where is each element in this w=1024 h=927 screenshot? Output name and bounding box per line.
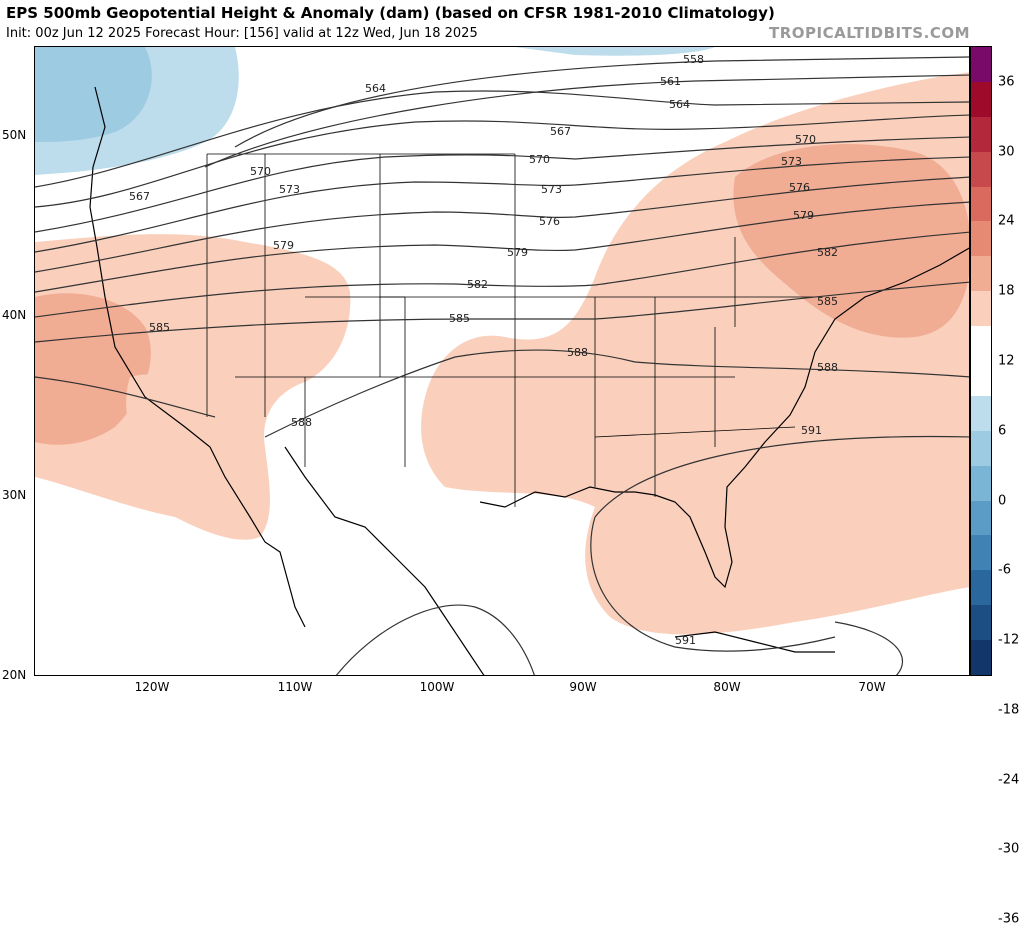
contour-label: 567 <box>129 190 150 203</box>
contour-label: 588 <box>817 361 838 374</box>
colorbar-segment <box>971 395 991 432</box>
colorbar-segment <box>971 186 991 222</box>
contour-label: 585 <box>449 312 470 325</box>
map-panel: 558 561 564 564 567 567 570 570 570 573 … <box>34 46 970 676</box>
contour-label: 579 <box>793 209 814 222</box>
map-canvas: 558 561 564 564 567 567 570 570 570 573 … <box>35 47 969 675</box>
contour-label: 588 <box>291 416 312 429</box>
lat-label-50n: 50N <box>2 128 27 142</box>
lat-label-30n: 30N <box>2 488 27 502</box>
colorbar-label: 6 <box>998 423 1007 439</box>
lon-label-110w: 110W <box>277 680 313 694</box>
coastlines <box>89 86 969 675</box>
negative-anomaly-top <box>515 47 715 56</box>
colorbar-label: 24 <box>998 213 1015 229</box>
colorbar-label: 30 <box>998 144 1015 160</box>
lon-label-100w: 100W <box>419 680 455 694</box>
contour-label: 582 <box>467 278 488 291</box>
colorbar-label: -36 <box>998 911 1020 927</box>
height-contours <box>35 56 969 675</box>
colorbar-segment <box>971 361 991 397</box>
lat-label-20n: 20N <box>2 668 27 682</box>
contour-label: 591 <box>675 634 696 647</box>
contour-label: 579 <box>507 246 528 259</box>
colorbar-segment <box>971 535 991 571</box>
contour-label: 564 <box>669 98 690 111</box>
contour-label: 585 <box>817 295 838 308</box>
colorbar-segment <box>971 640 991 676</box>
anomaly-colorbar <box>970 46 992 676</box>
colorbar-segment <box>971 465 991 502</box>
contour-label: 579 <box>273 239 294 252</box>
colorbar-label: 18 <box>998 283 1015 299</box>
colorbar-label: -30 <box>998 841 1020 857</box>
chart-subtitle: Init: 00z Jun 12 2025 Forecast Hour: [15… <box>6 26 478 41</box>
contour-label-group: 558 561 564 564 567 567 570 570 570 573 … <box>129 53 838 647</box>
contour-label: 570 <box>795 133 816 146</box>
contour-label: 561 <box>660 75 681 88</box>
contour-label: 558 <box>683 53 704 66</box>
positive-anomaly-california <box>126 374 259 518</box>
contour-label: 564 <box>365 82 386 95</box>
colorbar-segment <box>971 500 991 536</box>
lon-label-90w: 90W <box>569 680 597 694</box>
colorbar-label: -18 <box>998 702 1020 718</box>
contour-label: 573 <box>279 183 300 196</box>
colorbar-segment <box>971 570 991 606</box>
contour-label: 576 <box>789 181 810 194</box>
contour-label: 570 <box>529 153 550 166</box>
positive-anomaly-west-core <box>35 293 151 445</box>
lat-label-40n: 40N <box>2 308 27 322</box>
colorbar-label: -12 <box>998 632 1020 648</box>
contour-label: 573 <box>781 155 802 168</box>
colorbar-segment <box>971 605 991 641</box>
lon-label-120w: 120W <box>134 680 170 694</box>
state-boundaries <box>206 153 815 507</box>
contour-label: 576 <box>539 215 560 228</box>
colorbar-segment <box>971 291 991 327</box>
contour-label: 573 <box>541 183 562 196</box>
colorbar-segment <box>971 151 991 188</box>
colorbar-label: -24 <box>998 772 1020 788</box>
chart-title: EPS 500mb Geopotential Height & Anomaly … <box>6 4 775 22</box>
watermark: TROPICALTIDBITS.COM <box>769 24 970 42</box>
colorbar-label: -6 <box>998 562 1011 578</box>
colorbar-label: 0 <box>998 493 1007 509</box>
colorbar-segment <box>971 430 991 467</box>
colorbar-segment <box>971 47 991 83</box>
contour-label: 588 <box>567 346 588 359</box>
colorbar-segment <box>971 256 991 292</box>
lon-label-70w: 70W <box>858 680 886 694</box>
colorbar-label: 36 <box>998 74 1015 90</box>
colorbar-segment <box>971 81 991 118</box>
negative-anomaly-core <box>35 47 152 142</box>
colorbar-segment <box>971 221 991 257</box>
contour-label: 582 <box>817 246 838 259</box>
contour-label: 567 <box>550 125 571 138</box>
contour-label: 585 <box>149 321 170 334</box>
contour-label: 591 <box>801 424 822 437</box>
contour-label: 570 <box>250 165 271 178</box>
colorbar-segment <box>971 116 991 153</box>
lon-label-80w: 80W <box>713 680 741 694</box>
colorbar-label: 12 <box>998 353 1015 369</box>
colorbar-segment <box>971 326 991 362</box>
